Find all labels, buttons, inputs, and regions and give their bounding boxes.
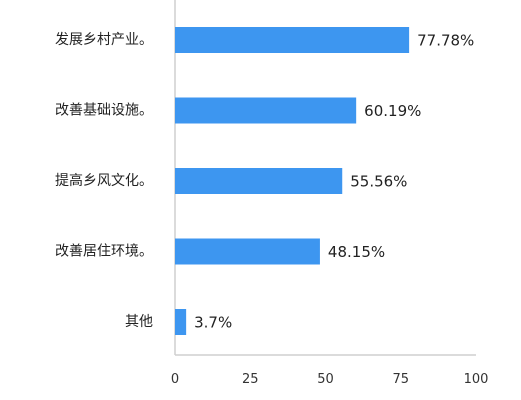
category-label: 提高乡风文化。 <box>55 172 153 189</box>
category-label: 改善居住环境。 <box>55 244 153 260</box>
bar <box>175 27 410 53</box>
x-tick-label: 0 <box>171 372 179 387</box>
bar <box>175 168 343 194</box>
bar <box>175 309 187 335</box>
value-label: 77.78% <box>417 32 474 50</box>
x-axis-ticks: 0 25 50 75 100 <box>171 372 489 387</box>
x-tick-label: 100 <box>464 372 489 387</box>
value-label: 48.15% <box>328 243 385 261</box>
x-tick-label: 75 <box>392 372 409 387</box>
category-label: 改善基础设施。 <box>55 102 153 119</box>
category-label: 其他 <box>125 314 153 330</box>
x-tick-label: 50 <box>317 372 334 387</box>
bars-group <box>175 27 410 335</box>
bar <box>175 97 357 124</box>
category-labels: 发展乡村产业。改善基础设施。提高乡风文化。改善居住环境。其他 <box>55 32 153 330</box>
x-tick-label: 25 <box>242 372 259 387</box>
category-label: 发展乡村产业。 <box>55 32 153 48</box>
bar <box>175 238 320 265</box>
value-label: 3.7% <box>194 314 232 332</box>
value-labels: 77.78% 60.19% 55.56% 48.15% 3.7% <box>194 32 474 332</box>
value-label: 55.56% <box>350 173 407 191</box>
value-label: 60.19% <box>364 102 421 120</box>
